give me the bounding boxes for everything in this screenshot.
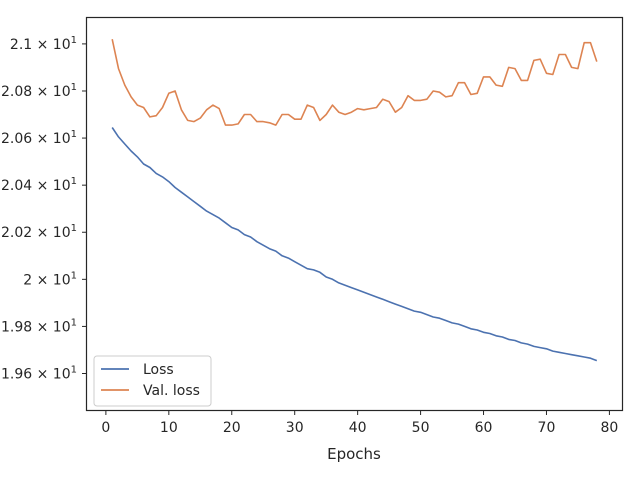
x-tick-label: 70 bbox=[538, 420, 556, 436]
series-line-loss bbox=[111, 127, 598, 362]
y-tick-label: 1.96 × 101 bbox=[1, 365, 77, 383]
x-tick-label: 50 bbox=[412, 420, 430, 436]
x-tick-label: 60 bbox=[475, 420, 493, 436]
y-tick-label: 1.98 × 101 bbox=[1, 317, 77, 335]
x-tick-label: 0 bbox=[101, 420, 110, 436]
x-tick-label: 80 bbox=[600, 420, 618, 436]
legend-label-loss: Loss bbox=[143, 362, 174, 378]
y-tick-label: 2.02 × 101 bbox=[1, 223, 77, 241]
x-tick-label: 10 bbox=[160, 420, 178, 436]
x-tick-label: 30 bbox=[286, 420, 304, 436]
x-axis-label: Epochs bbox=[327, 445, 381, 463]
legend-label-val-loss: Val. loss bbox=[143, 383, 200, 399]
y-tick-label: 2.08 × 101 bbox=[1, 82, 77, 100]
x-tick-label: 20 bbox=[223, 420, 241, 436]
plot-frame bbox=[85, 16, 624, 412]
x-tick-label: 40 bbox=[349, 420, 367, 436]
axis-ticks: 0 10 20 30 40 50 60 70 80 1.96 × 101 1.98 × 101 2 ×… bbox=[1, 35, 618, 436]
series-lines bbox=[111, 39, 598, 362]
y-tick-label: 2 × 101 bbox=[23, 270, 77, 288]
legend: Loss Val. loss bbox=[93, 355, 212, 407]
y-tick-label: 2.1 × 101 bbox=[10, 35, 77, 53]
y-tick-label: 2.06 × 101 bbox=[1, 129, 77, 147]
y-tick-label: 2.04 × 101 bbox=[1, 176, 77, 194]
series-line-val-loss bbox=[111, 39, 598, 126]
